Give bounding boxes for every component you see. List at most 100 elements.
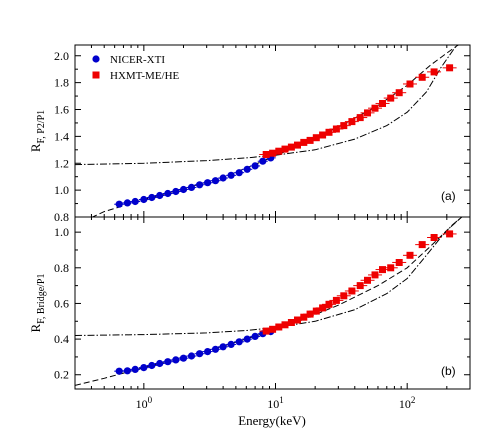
- panel-a-nicer-point: [219, 174, 227, 182]
- panel-a-hxmt-point: [418, 73, 426, 81]
- panel-a-hxmt-point: [364, 109, 371, 117]
- panel-b-hxmt-point: [379, 266, 386, 274]
- x-tick-label: 101: [267, 395, 284, 411]
- panel-b-frame: [74, 216, 471, 390]
- panel-a-hxmt-point: [306, 136, 314, 144]
- panel-b-ytick-label: 0.2: [54, 368, 69, 382]
- panel-b-model-dashdot: [75, 217, 463, 336]
- panel-a-hxmt-point: [269, 149, 277, 157]
- x-tick-label: 102: [399, 395, 416, 411]
- panel-a-hxmt-point: [387, 94, 395, 102]
- panel-b-ytick-label: 0.4: [54, 332, 69, 346]
- panel-b-hxmt-point: [371, 271, 379, 279]
- panel-a-nicer-point: [251, 162, 259, 170]
- panel-b-ylabel: RF, Bridge/P1: [28, 274, 47, 333]
- panel-a-hxmt-point: [312, 134, 320, 142]
- panel-b-nicer-point: [211, 345, 220, 353]
- panel-b-hxmt-point: [294, 316, 301, 324]
- panel-a-model-dashdot: [75, 45, 460, 166]
- panel-b-hxmt-point: [406, 251, 414, 259]
- panel-b-nicer-point: [235, 338, 243, 346]
- panel-a-ylabel-main: R: [28, 143, 43, 152]
- panel-b-ylabel-main: R: [28, 324, 43, 333]
- legend: NICER-XTI HXMT-ME/HE: [92, 54, 180, 82]
- panel-b-tag: (b): [441, 364, 456, 378]
- panel-b-hxmt-point: [319, 304, 327, 312]
- panel-b-nicer-point: [123, 367, 131, 375]
- panel-a-hxmt-point: [281, 145, 289, 153]
- panel-b-nicer-point: [148, 361, 156, 370]
- panel-b-nicer-point: [156, 359, 164, 368]
- panel-a-ytick-label: 1.0: [54, 183, 69, 197]
- panel-b-hxmt-point: [287, 319, 295, 326]
- panel-b-hxmt-point: [306, 310, 314, 318]
- x-axis-title: Energy(keV): [238, 413, 306, 428]
- panel-b-nicer-point: [196, 350, 204, 358]
- legend-marker-hxmt: [92, 71, 100, 79]
- panel-a-hxmt-point: [371, 104, 379, 112]
- panel-a-ylabel-sub: F, P2/P1: [36, 110, 47, 144]
- panel-a-nicer-point: [156, 191, 164, 200]
- svg-text:RF, Bridge/P1: RF, Bridge/P1: [28, 274, 47, 333]
- panel-b-nicer-point: [115, 367, 123, 375]
- panel-a-nicer-point: [148, 193, 156, 202]
- panel-a-hxmt-point: [325, 128, 333, 136]
- panel-b-hxmt-point: [340, 292, 348, 300]
- legend-label-hxmt: HXMT-ME/HE: [110, 70, 180, 82]
- panel-a-hxmt-point: [319, 131, 327, 139]
- panel-a-nicer-point: [243, 165, 251, 173]
- panel-b-hxmt-point: [356, 282, 364, 290]
- panel-b-hxmt-point: [418, 241, 426, 249]
- panel-a-ytick-label: 2.0: [54, 49, 69, 63]
- panel-a-nicer-point: [259, 157, 267, 165]
- panel-a-ylabel: RF, P2/P1: [28, 110, 47, 152]
- panel-a-ytick-label: 1.8: [54, 76, 69, 90]
- panel-a-hxmt-point: [262, 151, 270, 158]
- panel-b-ytick-label: 1.0: [54, 225, 69, 239]
- panel-a-hxmt-point: [395, 89, 403, 97]
- panel-a-nicer-point: [204, 179, 212, 187]
- panel-a-nicer-point: [123, 199, 131, 207]
- panel-b-ytick-label: 0.8: [54, 261, 69, 275]
- panel-a-hxmt-point: [275, 147, 283, 155]
- panel-a-hxmt-point: [300, 138, 308, 146]
- panel-b-hxmt-point: [269, 325, 277, 333]
- svg-text:RF, P2/P1: RF, P2/P1: [28, 110, 47, 152]
- panel-a-hxmt-point: [287, 143, 295, 151]
- legend-marker-nicer: [92, 55, 100, 63]
- panel-a-nicer-point: [164, 189, 172, 198]
- panel-a-hxmt-point: [379, 100, 386, 107]
- panel-a-hxmt-point: [332, 125, 340, 133]
- panel-a-nicer-point: [131, 197, 139, 206]
- panel-b-hxmt-point: [430, 234, 438, 241]
- panel-a-nicer-point: [187, 183, 196, 191]
- panel-a-nicer-point: [227, 171, 235, 179]
- panel-a-ytick-label: 1.2: [54, 156, 69, 170]
- panel-b-hxmt-point: [332, 296, 340, 304]
- panel-b-nicer-point: [227, 340, 235, 348]
- panel-a-hxmt-point: [340, 122, 348, 130]
- panel-b-nicer-point: [164, 358, 172, 366]
- panel-b-nicer-point: [219, 343, 227, 351]
- x-tick-label: 100: [136, 395, 153, 411]
- panel-a-nicer-point: [235, 169, 243, 177]
- panel-b-nicer-point: [140, 364, 148, 372]
- panel-b-nicer-point: [187, 352, 196, 360]
- panel-b-hxmt-point: [364, 276, 371, 284]
- panel-b-nicer-point: [204, 348, 212, 356]
- panel-a-ytick-label: 1.4: [54, 129, 69, 143]
- panel-b-hxmt-point: [387, 264, 395, 272]
- panel-a-hxmt-point: [356, 114, 364, 122]
- panel-b-hxmt-point: [446, 230, 454, 238]
- points-layer: [114, 64, 457, 375]
- panel-b-hxmt-point: [300, 313, 308, 321]
- panel-b-hxmt-point: [348, 287, 356, 295]
- panel-b-nicer-point: [251, 332, 259, 340]
- panel-a-hxmt-point: [406, 80, 414, 88]
- panel-b-hxmt-point: [275, 323, 283, 331]
- panel-a-nicer-point: [196, 181, 204, 189]
- panel-b-hxmt-point: [262, 327, 270, 335]
